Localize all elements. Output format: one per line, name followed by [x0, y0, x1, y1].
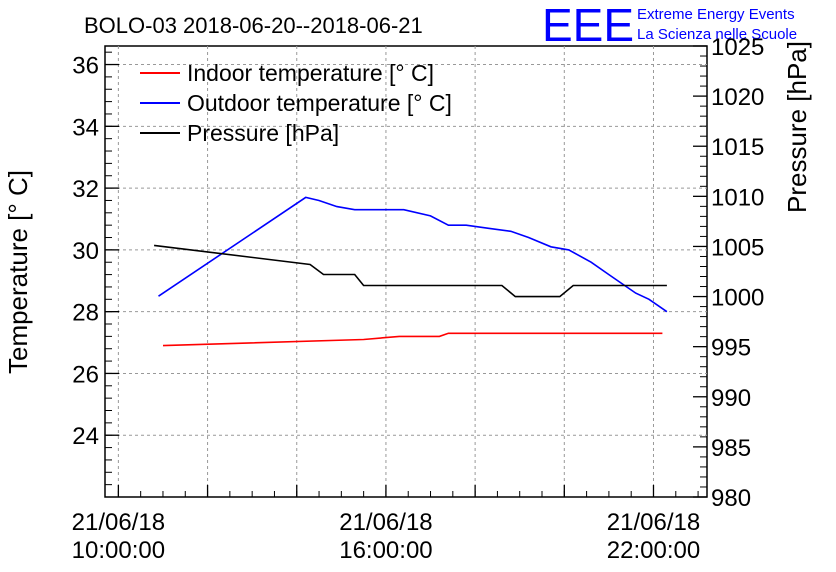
x-tick-label-time: 16:00:00 [339, 537, 432, 564]
series-line-indoor-temperature-c [162, 332, 663, 347]
y-right-tick-label: 1020 [711, 84, 764, 111]
x-tick-label-date: 21/06/18 [607, 509, 700, 536]
y-right-tick-label: 1005 [711, 234, 764, 261]
series-line-outdoor-temperature-c [158, 196, 668, 313]
logo-line2: La Scienza nelle Scuole [637, 26, 797, 43]
y-right-axis-title: Pressure [hPa] [782, 41, 812, 213]
x-tick-label-date: 21/06/18 [339, 509, 432, 536]
y-left-tick-label: 36 [72, 53, 99, 80]
legend: Indoor temperature [° C] Outdoor temperat… [140, 60, 452, 146]
axes: 21/06/1810:00:0021/06/1816:00:0021/06/18… [72, 34, 765, 564]
logo-mark: EEE [542, 0, 634, 51]
y-right-tick-label: 995 [711, 335, 751, 362]
x-tick-label-time: 22:00:00 [607, 537, 700, 564]
legend-label: Outdoor temperature [° C] [187, 90, 452, 116]
y-right-tick-label: 980 [711, 485, 751, 512]
series-group [154, 196, 668, 347]
y-right-tick-label: 990 [711, 385, 751, 412]
y-left-tick-label: 30 [72, 238, 99, 265]
legend-label: Pressure [hPa] [187, 120, 339, 146]
y-left-tick-label: 34 [72, 114, 99, 141]
grid [105, 46, 707, 497]
series-line-pressure-hpa [154, 244, 667, 298]
y-left-axis-title: Temperature [° C] [3, 170, 33, 374]
y-right-tick-label: 1000 [711, 285, 764, 312]
y-left-tick-label: 24 [72, 423, 99, 450]
chart-title: BOLO-03 2018-06-20--2018-06-21 [84, 13, 423, 38]
x-tick-label-time: 10:00:00 [72, 537, 165, 564]
y-right-tick-label: 1015 [711, 134, 764, 161]
y-right-tick-label: 1025 [711, 34, 764, 61]
y-left-tick-label: 32 [72, 176, 99, 203]
plot-frame [104, 45, 708, 498]
y-left-tick-label: 28 [72, 300, 99, 327]
x-tick-label-date: 21/06/18 [72, 509, 165, 536]
logo-line1: Extreme Energy Events [637, 6, 795, 23]
y-right-tick-label: 985 [711, 435, 751, 462]
eee-logo: EEE Extreme Energy Events La Scienza nel… [542, 0, 797, 51]
y-right-tick-label: 1010 [711, 184, 764, 211]
legend-label: Indoor temperature [° C] [187, 60, 434, 86]
y-left-tick-label: 26 [72, 361, 99, 388]
